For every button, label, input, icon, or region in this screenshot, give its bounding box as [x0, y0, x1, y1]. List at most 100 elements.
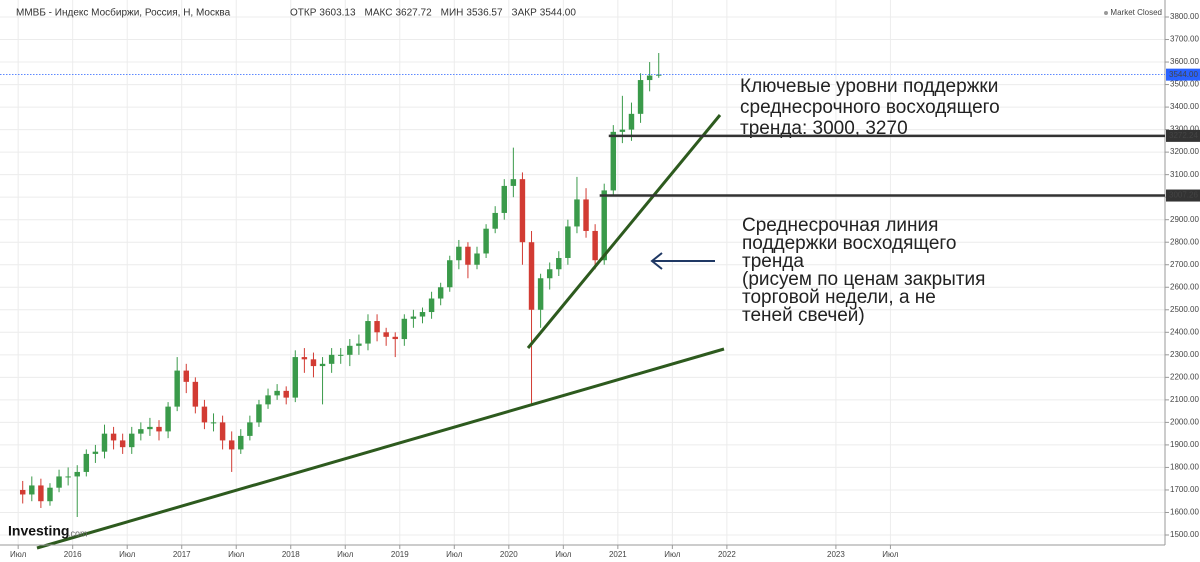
candle-body: [619, 129, 626, 132]
medium-trend-line: [526, 114, 722, 349]
y-tick-label: 1500.00: [1170, 530, 1199, 539]
y-tick-label: 3100.00: [1170, 170, 1199, 179]
market-status: Market Closed: [1110, 8, 1162, 17]
candle: [56, 469, 62, 493]
candle: [483, 224, 489, 258]
candle-body: [592, 230, 598, 261]
candle-body: [537, 278, 544, 310]
candle-body: [38, 485, 44, 502]
x-tick-label: Июл: [555, 550, 572, 559]
candle-body: [374, 321, 380, 333]
candle: [537, 273, 544, 328]
level-tag: [1166, 129, 1200, 142]
y-tick-label: 3600.00: [1170, 57, 1199, 66]
candle-body: [47, 487, 53, 502]
candle: [228, 431, 235, 472]
candle-body: [628, 113, 635, 130]
quote-label: МАКС: [365, 8, 393, 19]
candle: [292, 350, 299, 403]
candle-body: [301, 357, 308, 360]
candle: [83, 449, 90, 477]
candle-body: [256, 404, 262, 423]
level-label: 3272.24: [1169, 131, 1198, 140]
candle: [256, 399, 262, 427]
candle: [38, 478, 44, 508]
candle-body: [101, 433, 108, 452]
candle: [110, 426, 117, 450]
candle-body: [428, 298, 435, 313]
candle: [29, 476, 35, 502]
candle: [510, 147, 517, 198]
annotation-line: поддержки восходящего: [742, 233, 956, 254]
candle: [310, 352, 317, 378]
candle-body: [646, 75, 653, 81]
y-tick-label: 2700.00: [1170, 260, 1199, 269]
candle-body: [138, 429, 144, 434]
quote-label: ОТКР: [290, 8, 317, 19]
y-tick-label: 3300.00: [1170, 125, 1199, 134]
candle: [192, 377, 199, 414]
candle: [492, 206, 498, 234]
candle: [646, 62, 653, 92]
candle-body: [156, 426, 162, 432]
candle: [247, 415, 253, 441]
candle: [92, 444, 99, 463]
x-tick-label: 2018: [282, 550, 300, 559]
candle-body: [574, 199, 580, 227]
candle: [628, 102, 635, 141]
candle-body: [637, 80, 644, 114]
brand-suffix: .com: [68, 528, 88, 538]
quote-value: 3544.00: [540, 8, 577, 19]
y-tick-label: 2000.00: [1170, 418, 1199, 427]
y-tick-label: 1600.00: [1170, 508, 1199, 517]
x-tick-label: 2021: [609, 550, 627, 559]
y-tick-label: 2300.00: [1170, 350, 1199, 359]
candle-body: [247, 422, 253, 436]
candle-body: [419, 312, 426, 317]
candle: [447, 255, 453, 292]
x-tick-label: Июл: [228, 550, 245, 559]
candle: [465, 242, 471, 279]
candle-body: [610, 131, 617, 191]
annotation-line: Среднесрочная линия: [742, 215, 938, 236]
candle-body: [383, 332, 389, 337]
candle-body: [356, 343, 362, 346]
candle: [265, 388, 271, 409]
candle: [210, 413, 217, 432]
candle-body: [129, 433, 135, 448]
annotation-line: (рисуем по ценам закрытия: [742, 269, 985, 290]
candle: [274, 384, 280, 400]
candle-body: [174, 370, 180, 407]
candle: [138, 422, 144, 441]
y-tick-label: 1900.00: [1170, 440, 1199, 449]
candle-body: [328, 354, 335, 364]
candles: [19, 53, 662, 517]
candle: [165, 402, 171, 439]
x-tick-label: Июл: [882, 550, 899, 559]
candle: [556, 251, 562, 276]
candle: [410, 309, 417, 328]
candle: [428, 291, 435, 319]
candle: [565, 219, 571, 265]
candle: [456, 239, 462, 270]
candle-body: [92, 451, 99, 454]
x-tick-label: Июл: [10, 550, 27, 559]
candle-body: [56, 476, 62, 488]
candle: [319, 357, 326, 405]
status-dot: [1104, 11, 1108, 15]
candle: [356, 334, 362, 355]
y-tick-label: 3500.00: [1170, 80, 1199, 89]
quote-value: 3627.72: [395, 8, 432, 19]
candle: [401, 314, 408, 346]
candle: [656, 53, 662, 78]
candle: [519, 172, 526, 265]
candle-body: [437, 287, 444, 299]
last-price-tag: [1166, 68, 1200, 81]
candle-body: [347, 345, 353, 355]
quote-label: МИН: [441, 8, 464, 19]
y-tick-label: 2900.00: [1170, 215, 1199, 224]
candle-body: [74, 471, 80, 477]
y-tick-label: 2500.00: [1170, 305, 1199, 314]
candle-body: [410, 316, 417, 319]
